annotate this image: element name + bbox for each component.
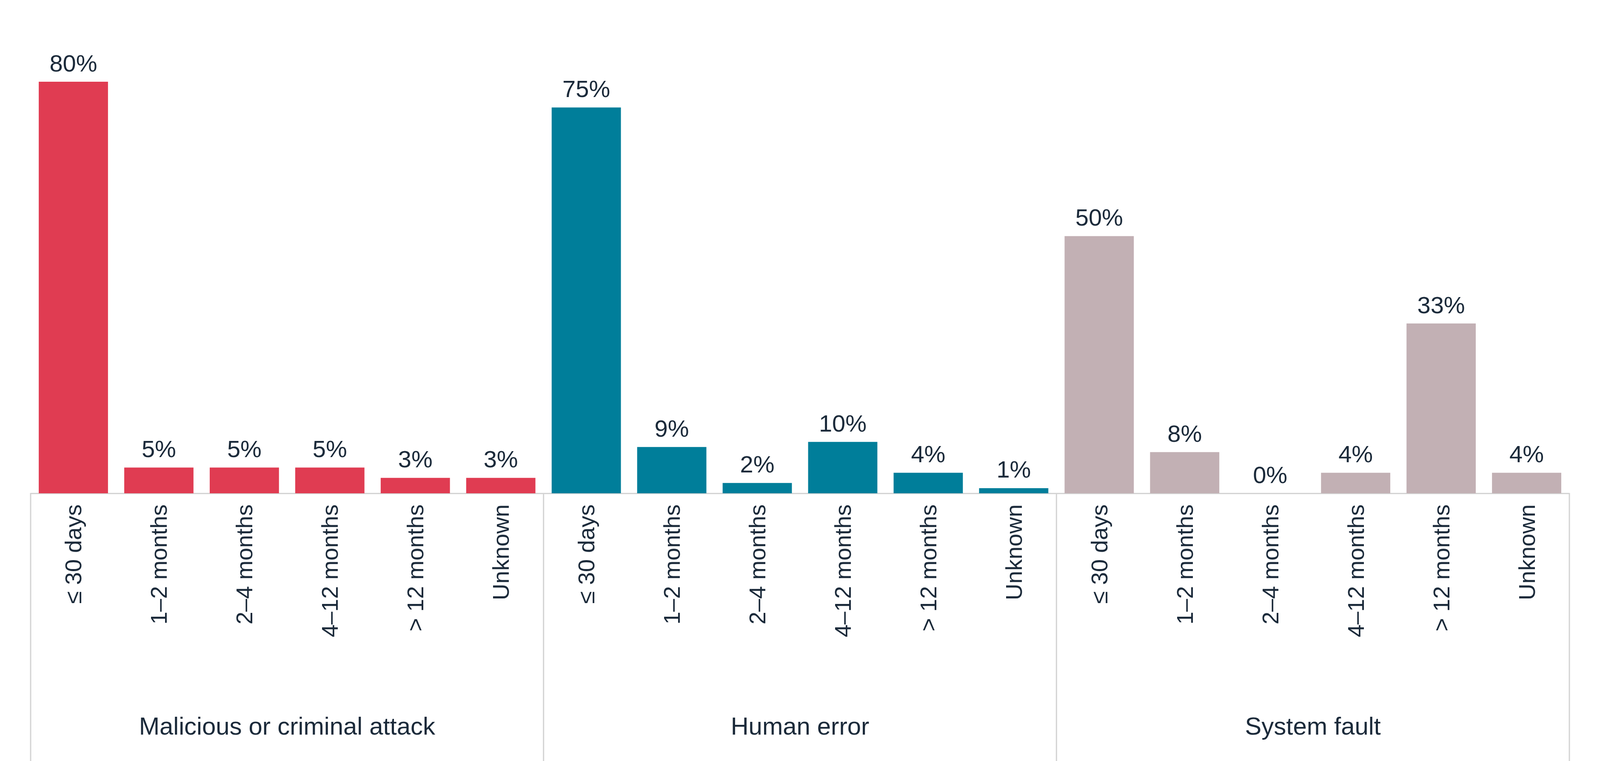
- svg-text:3%: 3%: [483, 445, 519, 473]
- svg-text:75%: 75%: [562, 75, 611, 103]
- svg-text:Malicious or criminal attack: Malicious or criminal attack: [139, 711, 436, 740]
- svg-text:1–2 months: 1–2 months: [658, 504, 685, 625]
- svg-text:80%: 80%: [49, 49, 97, 77]
- svg-text:≤ 30 days: ≤ 30 days: [573, 504, 599, 604]
- svg-text:8%: 8%: [1167, 419, 1202, 447]
- svg-text:3%: 3%: [398, 445, 433, 473]
- svg-text:1–2 months: 1–2 months: [145, 504, 172, 625]
- svg-text:5%: 5%: [227, 435, 262, 463]
- svg-text:5%: 5%: [141, 435, 177, 463]
- svg-text:4–12 months: 4–12 months: [829, 504, 856, 637]
- svg-text:9%: 9%: [654, 414, 690, 442]
- svg-text:> 12 months: > 12 months: [1428, 504, 1455, 632]
- svg-text:5%: 5%: [312, 435, 348, 463]
- svg-text:4%: 4%: [1338, 440, 1373, 468]
- svg-text:1–2 months: 1–2 months: [1172, 504, 1198, 625]
- svg-text:4–12 months: 4–12 months: [316, 504, 343, 637]
- svg-text:Unknown: Unknown: [1001, 504, 1027, 600]
- svg-text:2–4 months: 2–4 months: [744, 504, 771, 625]
- svg-text:50%: 50%: [1075, 203, 1124, 231]
- svg-text:Human error: Human error: [730, 711, 870, 740]
- svg-text:4–12 months: 4–12 months: [1343, 504, 1369, 637]
- svg-text:10%: 10%: [818, 409, 867, 437]
- svg-text:> 12 months: > 12 months: [915, 504, 942, 632]
- svg-text:33%: 33%: [1417, 291, 1466, 319]
- svg-text:System fault: System fault: [1245, 711, 1381, 740]
- svg-text:1%: 1%: [996, 455, 1031, 483]
- svg-text:≤ 30 days: ≤ 30 days: [1086, 504, 1113, 604]
- svg-text:0%: 0%: [1252, 461, 1288, 488]
- svg-text:4%: 4%: [910, 440, 946, 468]
- svg-text:4%: 4%: [1509, 440, 1544, 468]
- svg-text:> 12 months: > 12 months: [402, 504, 428, 632]
- svg-text:2%: 2%: [740, 450, 775, 478]
- svg-text:2–4 months: 2–4 months: [1257, 504, 1284, 625]
- svg-text:Unknown: Unknown: [1514, 504, 1540, 600]
- svg-text:≤ 30 days: ≤ 30 days: [60, 504, 86, 604]
- svg-text:2–4 months: 2–4 months: [231, 504, 257, 625]
- svg-text:Unknown: Unknown: [487, 504, 514, 600]
